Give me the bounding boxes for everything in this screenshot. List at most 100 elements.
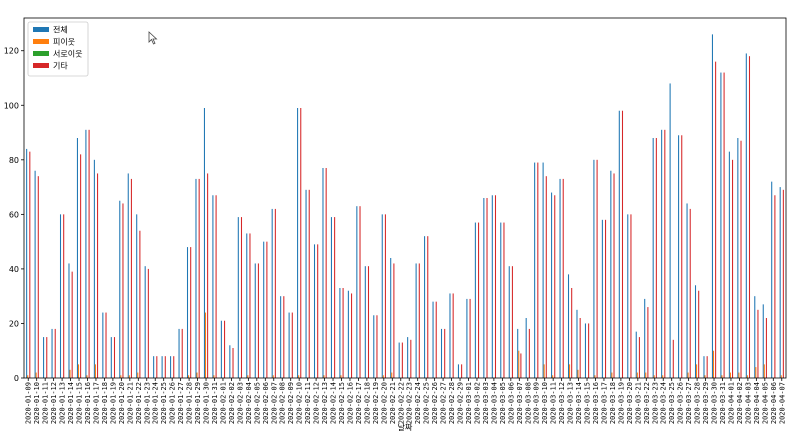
bar-4-2020-03-05 <box>503 222 505 378</box>
bar-4-2020-04-03 <box>748 56 751 379</box>
bar-2-2020-01-17 <box>94 364 96 378</box>
bar-2-2020-02-13 <box>323 375 325 378</box>
bar-4-2020-02-28 <box>452 293 454 378</box>
x-tick-label: 2020-02-28 <box>448 382 456 424</box>
x-tick-label: 2020-01-19 <box>109 382 117 424</box>
x-tick-label: 2020-03-12 <box>558 382 566 424</box>
x-tick-label: 2020-03-15 <box>584 382 592 424</box>
bar-2-2020-03-28 <box>696 364 698 378</box>
bar-4-2020-01-27 <box>181 328 183 378</box>
bar-1-2020-01-24 <box>153 356 155 378</box>
bar-4-2020-03-11 <box>554 195 556 378</box>
bar-1-2020-03-09 <box>534 162 536 378</box>
bar-1-2020-02-25 <box>424 236 426 378</box>
x-tick-label: 2020-03-20 <box>626 382 634 424</box>
bar-1-2020-02-12 <box>313 244 316 378</box>
y-tick-label: 0 <box>14 374 19 383</box>
bar-1-2020-02-10 <box>297 108 299 378</box>
bar-1-2020-01-19 <box>110 337 112 378</box>
bar-2-2020-02-10 <box>298 375 300 378</box>
bar-4-2020-01-25 <box>164 356 166 378</box>
x-tick-label: 2020-04-05 <box>761 382 769 424</box>
x-tick-label: 2020-01-13 <box>59 382 67 424</box>
bar-1-2020-02-17 <box>356 206 358 378</box>
bar-4-2020-02-01 <box>224 320 226 378</box>
bar-1-2020-03-13 <box>567 274 570 378</box>
legend-swatch <box>33 51 49 56</box>
x-tick-label: 2020-01-15 <box>76 382 84 424</box>
bar-4-2020-03-27 <box>689 208 691 378</box>
bar-1-2020-02-29 <box>457 364 459 378</box>
bar-4-2020-03-18 <box>613 173 615 378</box>
x-tick-label: 2020-02-23 <box>406 382 414 424</box>
bar-4-2020-01-26 <box>173 356 175 378</box>
x-tick-label: 2020-01-28 <box>186 382 194 424</box>
bar-4-2020-02-20 <box>384 214 386 378</box>
bar-2-2020-03-16 <box>594 375 596 378</box>
bar-1-2020-02-08 <box>280 296 282 378</box>
legend-swatch <box>33 27 49 32</box>
x-tick-label: 2020-02-10 <box>296 382 304 424</box>
bar-1-2020-01-30 <box>203 108 205 378</box>
x-tick-label: 2020-01-16 <box>84 382 92 424</box>
bar-4-2020-04-05 <box>765 318 767 378</box>
x-tick-label: 2020-02-12 <box>313 382 321 424</box>
bar-1-2020-01-21 <box>127 173 129 378</box>
bar-1-2020-03-04 <box>491 195 493 378</box>
bar-4-2020-01-16 <box>88 129 90 378</box>
bar-1-2020-02-27 <box>440 328 443 378</box>
bar-1-2020-02-15 <box>339 288 341 378</box>
x-tick-label: 2020-04-03 <box>744 382 752 424</box>
x-tick-label: 2020-03-14 <box>575 382 583 424</box>
bar-4-2020-03-19 <box>621 110 624 378</box>
y-tick-label: 100 <box>4 101 19 110</box>
bar-1-2020-03-12 <box>559 178 561 378</box>
bar-4-2020-03-29 <box>706 356 708 378</box>
bar-2-2020-02-04 <box>247 375 249 378</box>
x-tick-label: 2020-02-20 <box>380 382 388 424</box>
bar-1-2020-04-02 <box>737 138 739 378</box>
bar-1-2020-02-02 <box>229 345 231 378</box>
x-tick-label: 2020-01-11 <box>42 382 50 424</box>
bar-1-2020-03-05 <box>500 222 502 378</box>
bar-1-2020-02-19 <box>373 315 375 378</box>
bar-4-2020-03-28 <box>698 290 700 378</box>
x-tick-label: 2020-03-31 <box>719 382 727 424</box>
bar-2-2020-01-10 <box>35 372 37 378</box>
bar-4-2020-02-09 <box>291 312 293 378</box>
x-tick-label: 2020-03-02 <box>473 382 481 424</box>
bar-1-2020-02-28 <box>449 293 451 378</box>
bar-1-2020-02-13 <box>322 168 324 378</box>
x-tick-label: 2020-02-14 <box>330 382 338 424</box>
bar-2-2020-03-14 <box>577 369 579 378</box>
bar-2-2020-03-22 <box>645 372 647 378</box>
bar-1-2020-03-21 <box>635 331 637 378</box>
bar-2-2020-03-23 <box>653 375 655 378</box>
bar-1-2020-02-09 <box>288 312 290 378</box>
x-tick-label: 2020-01-24 <box>152 382 160 424</box>
x-tick-label: 2020-03-29 <box>702 382 710 424</box>
bar-1-2020-02-06 <box>263 241 265 378</box>
bar-1-2020-01-31 <box>212 195 214 378</box>
x-tick-label: 2020-03-13 <box>567 382 575 424</box>
bar-1-2020-03-19 <box>618 110 620 378</box>
x-tick-label: 2020-04-06 <box>770 382 778 424</box>
x-tick-label: 2020-03-05 <box>499 382 507 424</box>
bar-2-2020-04-02 <box>738 372 740 378</box>
plot-frame <box>23 17 787 379</box>
bar-4-2020-02-23 <box>410 339 412 378</box>
bar-1-2020-04-05 <box>762 304 764 378</box>
bar-1-2020-03-28 <box>694 285 697 378</box>
x-tick-label: 2020-03-19 <box>617 382 625 424</box>
bar-1-2020-03-22 <box>644 298 646 378</box>
x-tick-label: 2020-01-20 <box>118 382 126 424</box>
bar-2-2020-03-13 <box>569 364 571 378</box>
x-tick-label: 2020-02-03 <box>236 382 244 424</box>
bar-4-2020-03-15 <box>588 323 590 378</box>
x-tick-label: 2020-01-23 <box>143 382 151 424</box>
x-tick-label: 2020-03-17 <box>600 382 608 424</box>
x-tick-label: 2020-01-17 <box>92 382 100 424</box>
x-tick-label: 2020-03-04 <box>490 382 498 424</box>
x-tick-label: 2020-02-01 <box>219 382 227 424</box>
